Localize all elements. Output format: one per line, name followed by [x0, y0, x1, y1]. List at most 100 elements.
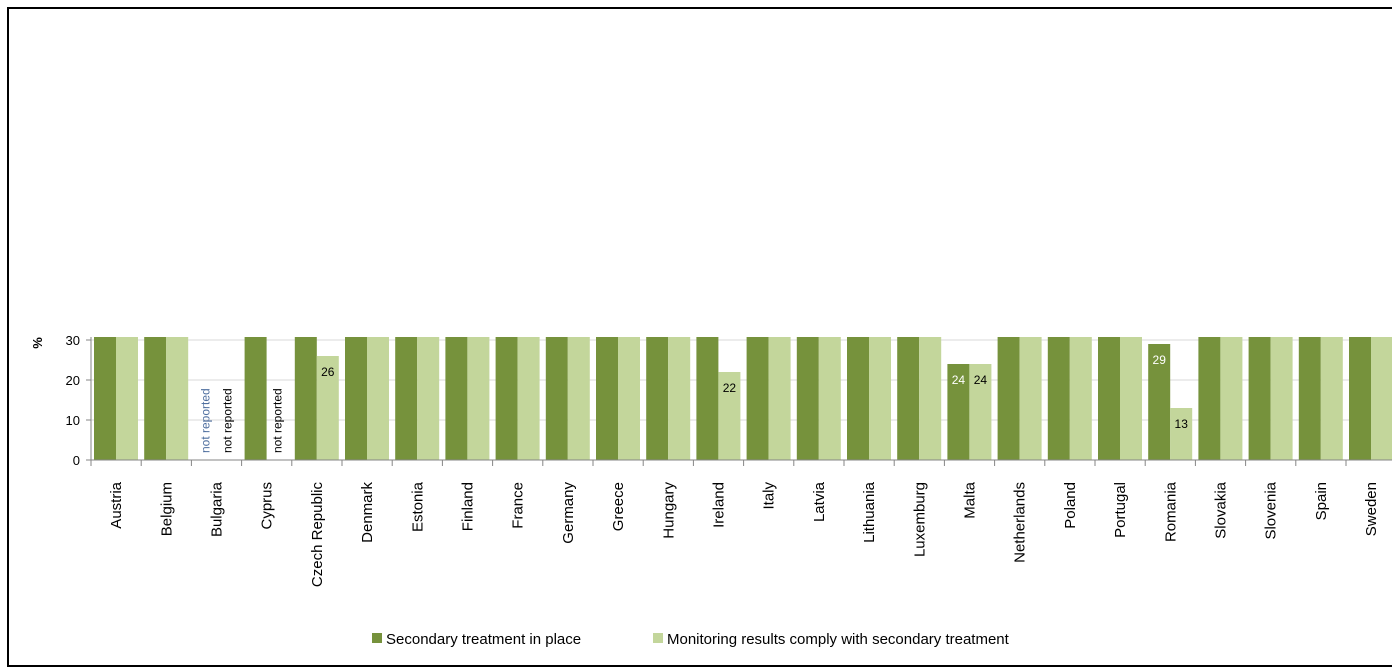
- category-label: Slovenia: [1263, 481, 1280, 539]
- bar-secondary-treatment: [294, 337, 317, 460]
- bar-secondary-treatment: [1198, 337, 1221, 460]
- category-label: Slovakia: [1213, 481, 1230, 538]
- bar-secondary-treatment: [94, 337, 116, 460]
- category-label: France: [510, 482, 527, 529]
- bar-monitoring-compliance: [1170, 408, 1193, 460]
- category-label: Austria: [108, 481, 125, 528]
- bar-secondary-treatment: [445, 337, 468, 460]
- bar-secondary-treatment: [746, 337, 769, 460]
- category-label: Sweden: [1363, 482, 1380, 536]
- category-label: Czech Republic: [309, 482, 326, 588]
- data-label: 22: [723, 381, 737, 395]
- y-tick-label: 10: [66, 413, 80, 428]
- bar-monitoring-compliance: [1371, 337, 1392, 460]
- bar-secondary-treatment: [1298, 337, 1321, 460]
- category-label: Germany: [560, 482, 577, 544]
- category-label: Ireland: [711, 482, 728, 528]
- bar-monitoring-compliance: [417, 337, 440, 460]
- not-reported-label: not reported: [271, 388, 285, 453]
- bar-monitoring-compliance: [869, 337, 891, 460]
- category-label: Poland: [1062, 482, 1079, 529]
- bar-monitoring-compliance: [718, 372, 741, 460]
- legend-label-secondary: Secondary treatment in place: [386, 631, 581, 648]
- bar-secondary-treatment: [1047, 337, 1070, 460]
- category-label: Finland: [460, 482, 477, 531]
- bar-monitoring-compliance: [166, 337, 189, 460]
- legend-swatch-monitoring: [653, 633, 663, 643]
- legend-swatch-secondary: [372, 633, 382, 643]
- bar-monitoring-compliance: [467, 337, 490, 460]
- category-label: Hungary: [660, 482, 677, 539]
- category-label: Greece: [610, 482, 627, 531]
- bar-secondary-treatment: [997, 337, 1020, 460]
- bar-monitoring-compliance: [316, 356, 339, 460]
- data-label: 29: [1153, 353, 1167, 367]
- bar-monitoring-compliance: [1120, 337, 1142, 460]
- x-category-labels: Austria Belgium Bulgaria Cyprus Czech Republ…: [108, 481, 1380, 587]
- bar-monitoring-compliance: [1019, 337, 1042, 460]
- y-tick-label: 20: [66, 373, 80, 388]
- bar-secondary-treatment: [1248, 337, 1271, 460]
- category-label: Portugal: [1112, 482, 1129, 538]
- bar-monitoring-compliance: [1320, 337, 1343, 460]
- bar-monitoring-compliance: [567, 337, 590, 460]
- bar-monitoring-compliance: [668, 337, 691, 460]
- not-reported-label: not reported: [198, 388, 212, 453]
- bar-secondary-treatment: [897, 337, 920, 460]
- y-axis-label: %: [30, 337, 45, 349]
- legend: Secondary treatment in place Monitoring …: [372, 631, 1010, 648]
- bar-secondary-treatment: [796, 337, 819, 460]
- category-label: Spain: [1313, 482, 1330, 520]
- bar-monitoring-compliance: [367, 337, 389, 460]
- bar-monitoring-compliance: [116, 337, 138, 460]
- y-tick-label: 0: [73, 453, 80, 468]
- category-label: Bulgaria: [209, 481, 226, 537]
- category-label: Latvia: [811, 481, 828, 522]
- legend-label-monitoring: Monitoring results comply with secondary…: [667, 631, 1010, 648]
- bar-secondary-treatment: [947, 364, 970, 460]
- bar-secondary-treatment: [696, 337, 719, 460]
- bar-monitoring-compliance: [517, 337, 540, 460]
- gridlines: [91, 339, 1392, 421]
- bar-secondary-treatment: [495, 337, 518, 460]
- bar-secondary-treatment: [545, 337, 568, 460]
- data-label: 24: [974, 373, 988, 387]
- bar-secondary-treatment: [1349, 337, 1371, 460]
- plot-top-blank: [9, 9, 1392, 337]
- bar-monitoring-compliance: [1069, 337, 1092, 460]
- category-label: Estonia: [409, 481, 426, 532]
- bar-monitoring-compliance: [1220, 337, 1243, 460]
- bar-monitoring-compliance: [919, 337, 942, 460]
- bar-secondary-treatment: [144, 337, 167, 460]
- category-label: Lithuania: [861, 481, 878, 543]
- category-label: Cyprus: [259, 482, 276, 530]
- data-label: 13: [1175, 417, 1189, 431]
- category-label: Malta: [962, 481, 979, 518]
- bar-monitoring-compliance: [618, 337, 640, 460]
- category-label: Romania: [1162, 481, 1179, 542]
- not-reported-label: not reported: [220, 388, 234, 453]
- y-tick-labels: 0 10 20 30: [66, 333, 80, 468]
- bar-secondary-treatment: [1148, 344, 1171, 460]
- data-label: 24: [952, 373, 966, 387]
- bar-monitoring-compliance: [1270, 337, 1293, 460]
- bar-secondary-treatment: [646, 337, 669, 460]
- category-label: Denmark: [359, 482, 376, 543]
- data-label: 26: [321, 365, 335, 379]
- category-label: Italy: [761, 482, 778, 510]
- category-label: Netherlands: [1012, 482, 1029, 563]
- bar-monitoring-compliance: [818, 337, 841, 460]
- axes: [86, 337, 1392, 466]
- bar-secondary-treatment: [395, 337, 418, 460]
- bar-secondary-treatment: [244, 337, 267, 460]
- category-label: Luxemburg: [911, 482, 928, 557]
- bar-monitoring-compliance: [969, 364, 992, 460]
- bar-monitoring-compliance: [768, 337, 791, 460]
- category-label: Belgium: [158, 482, 175, 536]
- data-labels: not reported not reported not reported 26 22…: [198, 353, 1188, 453]
- bar-secondary-treatment: [596, 337, 618, 460]
- bar-secondary-treatment: [847, 337, 869, 460]
- y-tick-label: 30: [66, 333, 80, 348]
- bars: [94, 337, 1392, 460]
